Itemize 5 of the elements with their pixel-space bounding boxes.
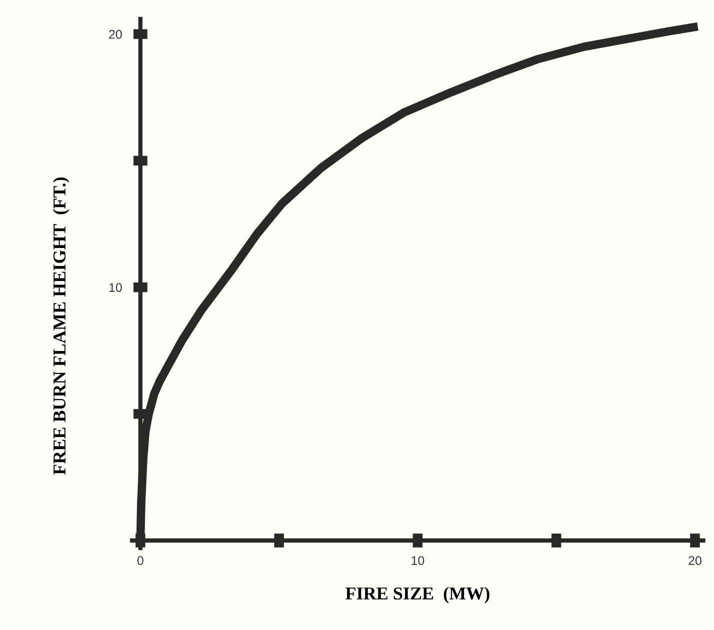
- x-tick-label: 0: [137, 556, 144, 565]
- x-tick-label: 20: [688, 556, 702, 565]
- x-tick-label: 10: [412, 556, 424, 565]
- y-axis-title: FREE BURN FLAME HEIGHT (FT.): [52, 177, 70, 475]
- x-axis-title: FIRE SIZE (MW): [346, 586, 490, 604]
